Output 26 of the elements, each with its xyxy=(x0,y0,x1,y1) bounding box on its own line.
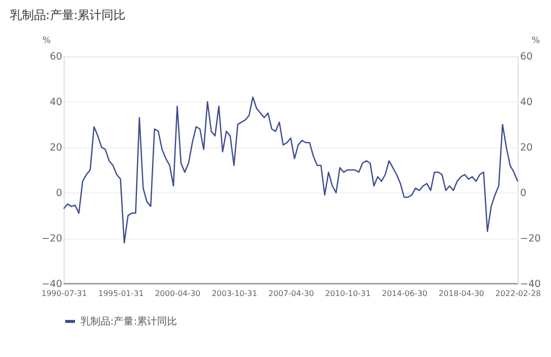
line-series xyxy=(63,96,518,244)
chart-title: 乳制品:产量:累计同比 xyxy=(10,8,126,22)
y2-axis-title: % xyxy=(532,36,540,46)
y-tick-label: 20 xyxy=(50,142,62,154)
y2-tick-label: 40 xyxy=(520,97,533,108)
y2-tick-label: 20 xyxy=(520,142,533,154)
x-tick-label: 2007-04-30 xyxy=(268,288,314,298)
y2-tick-label: 60 xyxy=(520,52,533,63)
y-tick-label: 0 xyxy=(56,188,62,200)
x-tick-label: 1990-07-31 xyxy=(41,288,87,298)
y-tick-label: −20 xyxy=(42,234,62,245)
y-tick-label: −40 xyxy=(42,279,62,290)
y2-tick-label: 0 xyxy=(520,188,526,200)
x-tick-label: 2010-10-31 xyxy=(325,288,371,298)
x-tick-label: 2022-02-28 xyxy=(495,288,541,298)
legend-label: 乳制品:产量:累计同比 xyxy=(80,315,178,328)
x-tick-label: 1995-01-31 xyxy=(98,288,144,298)
y-tick-label: 60 xyxy=(50,52,62,63)
x-tick-label: 2003-10-31 xyxy=(212,288,258,298)
y-axis-title: % xyxy=(42,36,51,46)
y2-tick-label: −40 xyxy=(520,279,541,290)
x-tick-label: 2018-04-30 xyxy=(438,288,484,298)
y-tick-label: 40 xyxy=(50,97,62,108)
x-tick-label: 2000-04-30 xyxy=(154,288,200,298)
x-tick-label: 2014-06-30 xyxy=(382,288,428,298)
y2-tick-label: −20 xyxy=(520,234,541,245)
